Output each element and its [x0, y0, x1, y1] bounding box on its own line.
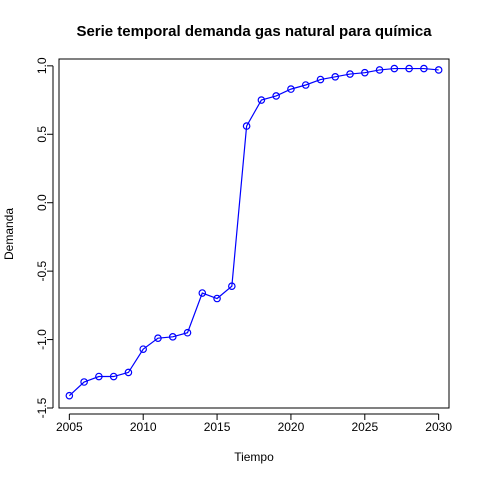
x-tick-label: 2010	[130, 420, 157, 434]
data-point	[434, 66, 443, 74]
data-point	[331, 72, 340, 81]
data-point	[390, 64, 399, 73]
x-tick-label: 2005	[56, 420, 83, 434]
data-point	[346, 70, 354, 78]
y-tick-label: 1.0	[35, 57, 49, 74]
chart-title: Serie temporal demanda gas natural para …	[76, 23, 432, 40]
x-tick-label: 2015	[204, 420, 231, 434]
data-point	[124, 368, 133, 377]
data-point	[95, 372, 103, 381]
data-point	[257, 96, 266, 104]
data-point	[420, 64, 428, 73]
data-point	[65, 391, 74, 400]
y-tick-label: 0.0	[35, 194, 49, 211]
x-axis: 2005 2010 2015 2020 2025 2030	[56, 413, 452, 434]
data-point	[198, 289, 207, 297]
data-point	[272, 92, 280, 100]
y-axis: -1.5 -1.0 -0.5 0.0 0.5 1.0	[35, 57, 54, 418]
x-axis-title: Tiempo	[234, 450, 274, 464]
data-point	[242, 122, 251, 130]
data-point	[228, 282, 236, 290]
data-point	[213, 294, 221, 303]
x-tick-label: 2025	[351, 420, 378, 434]
x-tick-label: 2030	[425, 420, 452, 434]
data-point	[301, 81, 310, 89]
series-line	[68, 67, 439, 397]
series-layer	[65, 64, 443, 400]
data-point	[183, 328, 192, 337]
data-point	[360, 68, 369, 77]
data-point	[80, 378, 88, 386]
y-tick-label: -0.5	[35, 260, 49, 281]
data-point	[154, 334, 162, 343]
plot-area	[58, 58, 450, 409]
data-point	[405, 64, 413, 73]
data-point	[109, 372, 118, 381]
y-tick-label: 0.5	[35, 126, 49, 143]
data-point	[287, 85, 295, 93]
data-point	[139, 345, 148, 353]
data-point	[168, 333, 177, 341]
y-axis-title: Demanda	[2, 208, 16, 260]
y-tick-label: -1.5	[35, 397, 49, 418]
x-tick-label: 2020	[278, 420, 305, 434]
data-point	[316, 75, 325, 84]
data-point	[375, 66, 384, 74]
y-tick-label: -1.0	[35, 329, 49, 350]
plot-border	[58, 58, 450, 409]
